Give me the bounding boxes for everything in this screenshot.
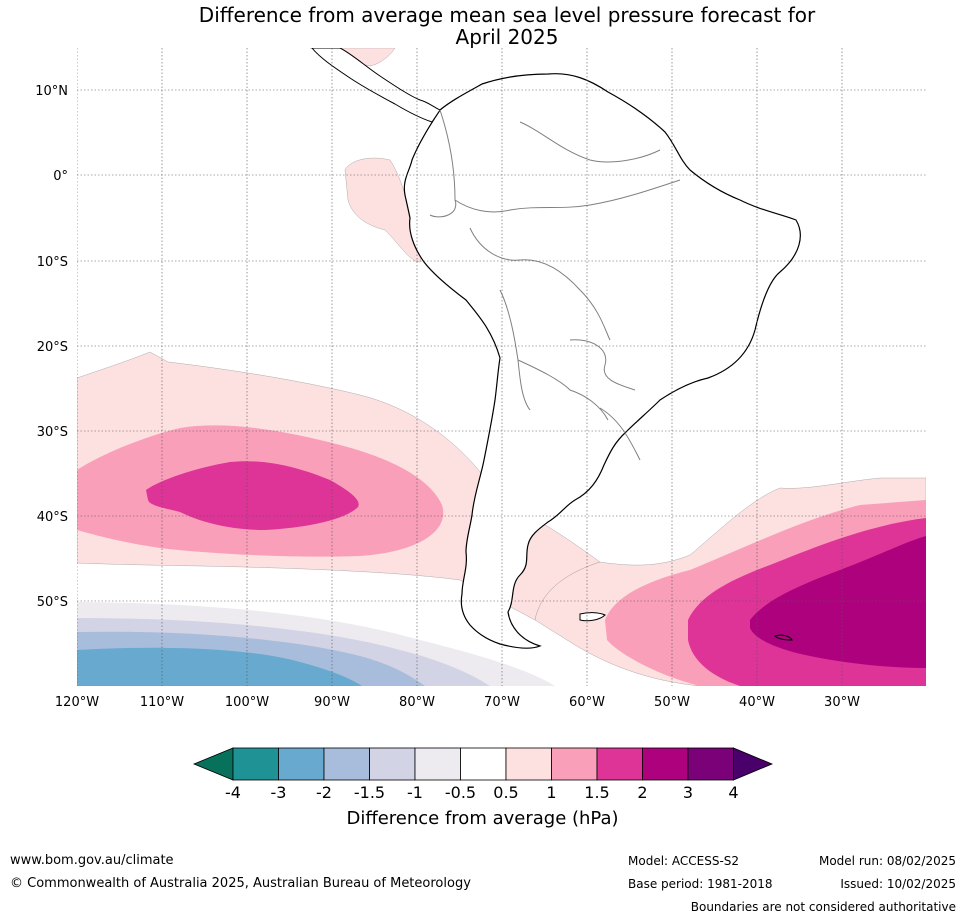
- south-georgia: [774, 634, 793, 641]
- colorbar-tick-label: 0.5: [493, 783, 518, 802]
- colorbar-segment: [551, 747, 598, 781]
- title-line-2: April 2025: [455, 25, 559, 49]
- lon-label: 30°W: [824, 695, 860, 710]
- colorbar-under-arrow: [192, 747, 234, 781]
- lat-label: 0°: [53, 169, 68, 184]
- colorbar-segment: [687, 747, 734, 781]
- colorbar-tick-label: -4: [225, 783, 241, 802]
- anomaly-neg2-band: [77, 647, 362, 686]
- lon-label: 100°W: [225, 695, 269, 710]
- colorbar-tick-label: 4: [728, 783, 738, 802]
- colorbar-tick-label: 1.5: [584, 783, 609, 802]
- graticule: [77, 48, 926, 686]
- colorbar-over-arrow: [733, 747, 774, 781]
- colorbar-segment: [505, 747, 552, 781]
- model-name: Model: ACCESS-S2: [628, 854, 740, 868]
- lon-label: 40°W: [739, 695, 775, 710]
- colorbar-segment: [323, 747, 370, 781]
- south-america-coastline: [403, 73, 801, 649]
- colorbar-segment: [642, 747, 689, 781]
- colorbar-label: Difference from average (hPa): [346, 808, 619, 829]
- colorbar-tick-label: -2: [316, 783, 332, 802]
- map-title: Difference from average mean sea level p…: [0, 4, 965, 48]
- colorbar-tick-label: -3: [271, 783, 287, 802]
- country-borders: [429, 109, 681, 461]
- lat-label: 30°S: [37, 425, 68, 440]
- colorbar-segment: [369, 747, 416, 781]
- boundaries-disclaimer: Boundaries are not considered authoritat…: [690, 900, 956, 914]
- issued-date: Issued: 10/02/2025: [840, 877, 956, 891]
- lon-label: 70°W: [484, 695, 520, 710]
- lon-label: 60°W: [569, 695, 605, 710]
- colorbar-tick-label: -1.5: [354, 783, 385, 802]
- model-run: Model run: 08/02/2025: [818, 854, 956, 868]
- copyright-text: © Commonwealth of Australia 2025, Austra…: [10, 876, 471, 891]
- latitude-labels: 10°N 0° 10°S 20°S 30°S 40°S 50°S: [35, 84, 68, 610]
- lat-label: 50°S: [37, 595, 68, 610]
- colorbar-tick-label: -0.5: [445, 783, 476, 802]
- base-period: Base period: 1981-2018: [628, 877, 773, 891]
- colorbar-segment: [232, 747, 279, 781]
- colorbar-segment: [414, 747, 461, 781]
- lat-label: 40°S: [37, 510, 68, 525]
- colorbar-tick-label: 3: [683, 783, 693, 802]
- anomaly-pos15-pacific: [146, 461, 359, 530]
- anomaly-pos2-atlantic: [750, 536, 926, 668]
- lon-label: 110°W: [140, 695, 184, 710]
- longitude-labels: 120°W 110°W 100°W 90°W 80°W 70°W 60°W 50…: [55, 695, 860, 710]
- colorbar-tick-label: -1: [407, 783, 423, 802]
- colorbar-tick-label: 1: [546, 783, 556, 802]
- colorbar: -4 -3 -2 -1.5 -1 -0.5 0.5 1 1.5 2 3 4: [192, 747, 774, 802]
- lat-label: 20°S: [37, 340, 68, 355]
- website-link[interactable]: www.bom.gov.au/climate: [10, 853, 174, 868]
- colorbar-segment: [596, 747, 643, 781]
- map-panel: [77, 48, 926, 686]
- colorbar-segment: [278, 747, 325, 781]
- lon-label: 50°W: [654, 695, 690, 710]
- lon-label: 80°W: [399, 695, 435, 710]
- lon-label: 90°W: [314, 695, 350, 710]
- colorbar-segment: [460, 747, 507, 781]
- colorbar-tick-label: 2: [637, 783, 647, 802]
- lat-label: 10°N: [35, 84, 68, 99]
- lon-label: 120°W: [55, 695, 99, 710]
- falkland-islands: [579, 612, 606, 622]
- lat-label: 10°S: [37, 255, 68, 270]
- title-line-1: Difference from average mean sea level p…: [198, 3, 816, 27]
